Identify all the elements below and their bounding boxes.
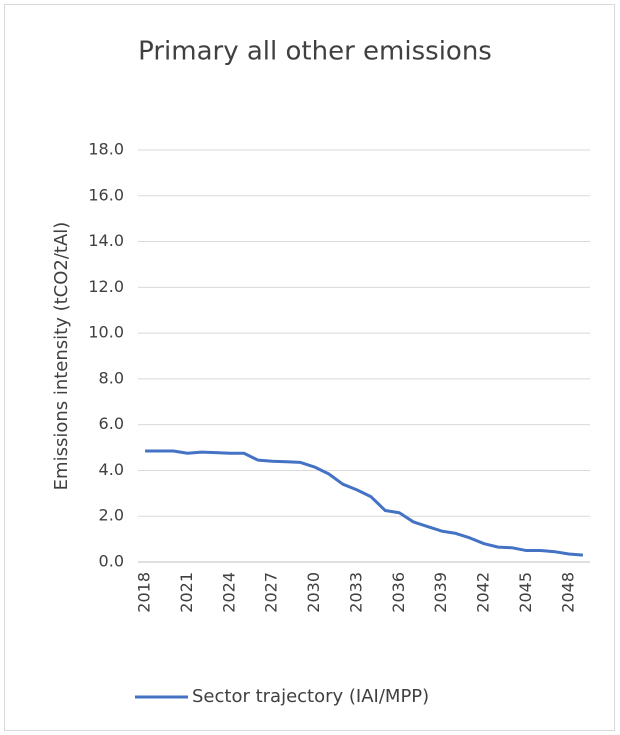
y-tick-label: 14.0	[88, 231, 124, 250]
line-series	[145, 449, 584, 557]
x-tick-label: 2045	[516, 572, 535, 613]
y-tick-label: 10.0	[88, 323, 124, 342]
y-tick-label: 16.0	[88, 185, 124, 204]
x-tick-label: 2021	[177, 572, 196, 613]
x-tick-label: 2018	[135, 572, 154, 613]
x-tick-label: 2042	[474, 572, 493, 613]
y-tick-label: 6.0	[99, 414, 124, 433]
x-tick-label: 2033	[346, 572, 365, 613]
x-tick-label: 2024	[219, 572, 238, 613]
x-tick-label: 2039	[431, 572, 450, 613]
y-axis-label: Emissions intensity (tCO2/tAl)	[51, 222, 72, 491]
y-tick-label: 4.0	[99, 460, 124, 479]
legend-label: Sector trajectory (IAI/MPP)	[192, 686, 429, 707]
y-tick-label: 8.0	[99, 368, 124, 387]
chart-border	[4, 4, 615, 731]
y-tick-label: 18.0	[88, 140, 124, 159]
y-tick-label: 12.0	[88, 277, 124, 296]
chart-title: Primary all other emissions	[138, 37, 492, 67]
x-tick-label: 2027	[262, 572, 281, 613]
x-tick-label: 2030	[304, 572, 323, 613]
y-tick-label: 0.0	[99, 552, 124, 571]
y-tick-label: 2.0	[99, 506, 124, 525]
x-tick-label: 2048	[558, 572, 577, 613]
x-tick-label: 2036	[389, 572, 408, 613]
